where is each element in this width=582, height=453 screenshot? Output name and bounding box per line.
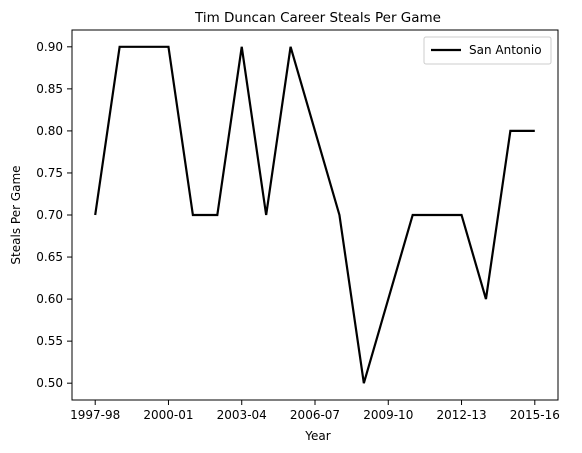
x-tick-label: 2003-04 xyxy=(217,408,267,422)
x-tick-label: 2006-07 xyxy=(290,408,340,422)
y-tick-label: 0.50 xyxy=(36,376,63,390)
x-tick-label: 2000-01 xyxy=(143,408,193,422)
y-tick-label: 0.85 xyxy=(36,82,63,96)
legend: San Antonio xyxy=(424,37,551,64)
x-tick-label: 2012-13 xyxy=(436,408,486,422)
x-tick-label: 2009-10 xyxy=(363,408,413,422)
y-tick-label: 0.90 xyxy=(36,40,63,54)
x-tick-label: 1997-98 xyxy=(70,408,120,422)
x-axis: 1997-98 2000-01 2003-04 2006-07 2009-10 2012-… xyxy=(70,400,560,422)
y-axis: 0.50 0.55 0.60 0.65 0.70 0.75 0.80 0.85 0.90 xyxy=(36,40,72,390)
legend-label-san-antonio: San Antonio xyxy=(469,43,542,57)
plot-area xyxy=(72,30,558,400)
y-tick-label: 0.70 xyxy=(36,208,63,222)
x-tick-label: 2015-16 xyxy=(510,408,560,422)
y-tick-label: 0.65 xyxy=(36,250,63,264)
y-tick-label: 0.60 xyxy=(36,292,63,306)
chart-title: Tim Duncan Career Steals Per Game xyxy=(194,10,441,26)
y-tick-label: 0.80 xyxy=(36,124,63,138)
y-axis-label: Steals Per Game xyxy=(9,165,23,264)
y-tick-label: 0.55 xyxy=(36,334,63,348)
plot-frame xyxy=(72,30,558,400)
y-tick-label: 0.75 xyxy=(36,166,63,180)
x-axis-label: Year xyxy=(304,429,330,443)
